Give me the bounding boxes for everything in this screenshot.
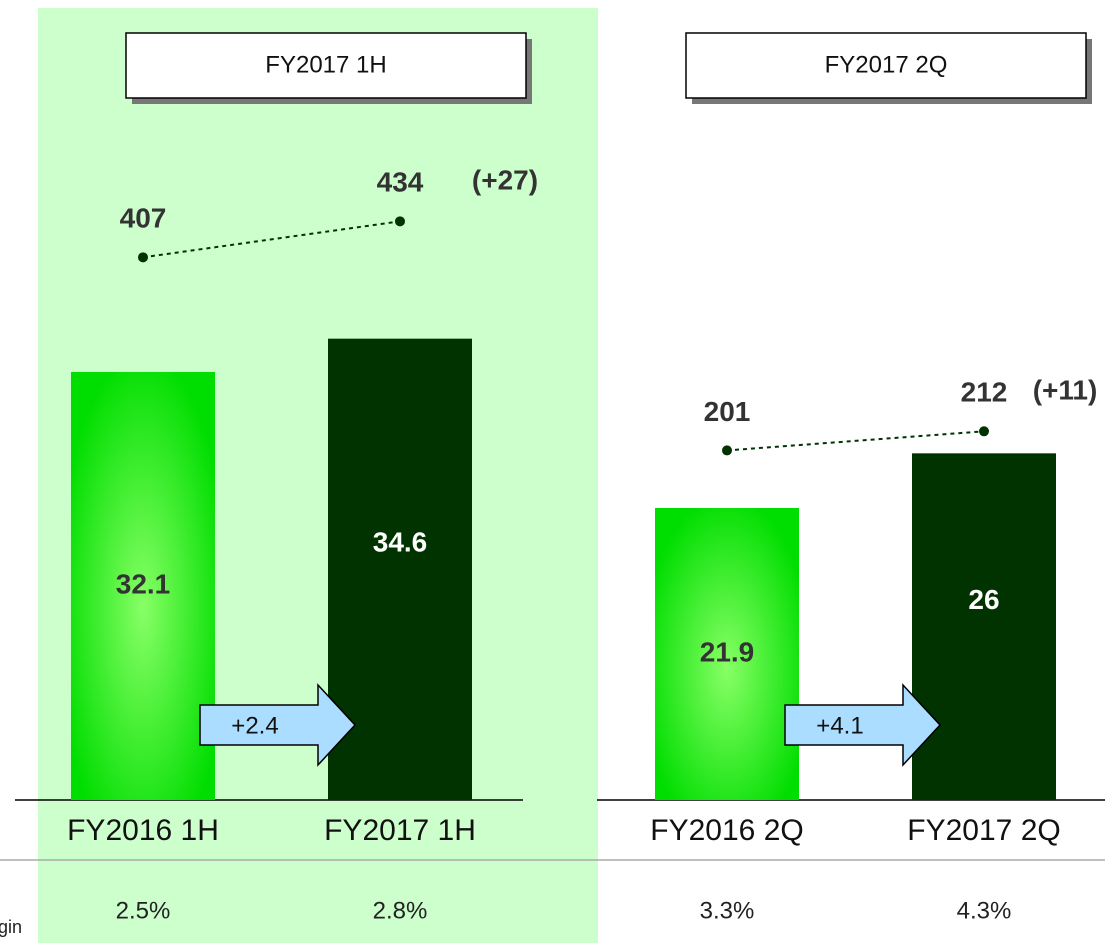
growth-arrow (784, 683, 942, 767)
growth-label: +2.4 (231, 712, 278, 739)
header-title: FY2017 2Q (825, 51, 948, 78)
growth-label: +4.1 (816, 712, 863, 739)
revenue-point (138, 252, 148, 263)
revenue-point (395, 216, 405, 227)
header-box (125, 32, 527, 99)
margin-label: 3.3% (700, 897, 755, 924)
x-tick-label: FY2016 2Q (650, 814, 803, 847)
revenue-label: 434 (377, 167, 424, 198)
x-tick-label: FY2016 1H (67, 814, 219, 847)
margin-label: 2.8% (373, 897, 428, 924)
revenue-label: 212 (961, 377, 1008, 408)
bar-value-label: 32.1 (116, 568, 171, 599)
change-label: (+11) (1033, 375, 1098, 406)
x-tick-label: FY2017 2Q (907, 814, 1060, 847)
revenue-line (726, 430, 985, 452)
bar-value-label: 34.6 (373, 527, 428, 558)
revenue-point (979, 426, 989, 437)
bar-value-label: 21.9 (700, 636, 755, 667)
revenue-label: 407 (120, 203, 167, 234)
change-label: (+27) (472, 165, 538, 196)
margin-label: 4.3% (957, 897, 1012, 924)
margin-label: 2.5% (116, 897, 171, 924)
header-box (685, 32, 1087, 99)
revenue-point (722, 445, 732, 456)
bar (912, 453, 1056, 800)
bar (655, 508, 799, 800)
bar-value-label: 26 (968, 584, 999, 615)
header-title: FY2017 1H (265, 51, 386, 78)
revenue-line (142, 220, 401, 259)
revenue-label: 201 (704, 396, 751, 427)
growth-arrow (199, 683, 357, 767)
bar (71, 372, 215, 800)
x-tick-label: FY2017 1H (324, 814, 476, 847)
margin-row-label: rgin (0, 917, 22, 937)
